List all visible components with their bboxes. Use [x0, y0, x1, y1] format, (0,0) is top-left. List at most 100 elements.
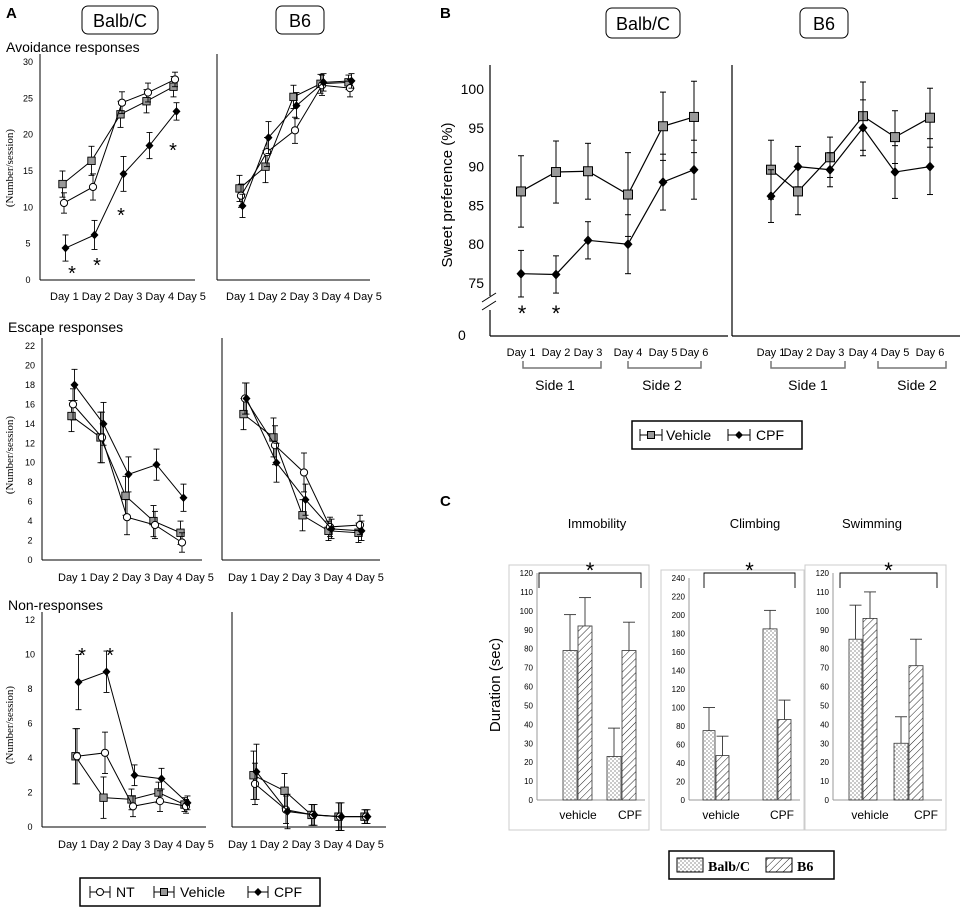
- x-tick-label: Day 2: [784, 347, 813, 359]
- side-bracket: [522, 361, 602, 369]
- data-point-cpf: [152, 460, 161, 469]
- bar-chart-frame: [660, 569, 805, 831]
- data-point-cpf: [283, 807, 292, 816]
- data-point-vehicle: [58, 179, 67, 189]
- significance-star: *: [884, 558, 893, 583]
- significance-bracket: [538, 572, 642, 588]
- data-point-nt: [155, 797, 165, 806]
- significance-star: *: [169, 140, 177, 162]
- data-point-nt: [250, 779, 260, 788]
- x-tick-label: Day 5: [649, 347, 678, 359]
- significance-star: *: [518, 301, 527, 326]
- y-tick-label: 120: [672, 685, 686, 694]
- strain-label-b-balb: Balb/C: [616, 14, 670, 34]
- data-point-nt: [68, 400, 78, 409]
- ylabel-escape: (Number/session): [4, 416, 16, 495]
- y-tick-label: 2: [27, 788, 32, 798]
- bar-b6: [577, 625, 593, 801]
- data-point-vehicle: [658, 121, 668, 132]
- xlabels-avoid-balb: Day 1 Day 2 Day 3 Day 4 Day 5: [50, 291, 206, 303]
- data-point-cpf: [102, 667, 111, 677]
- data-point-nt: [143, 88, 153, 97]
- significance-star: *: [117, 205, 125, 227]
- axis-break-zero: 0: [458, 327, 466, 343]
- subtitle-escape: Escape responses: [8, 319, 123, 335]
- x-tick-label: Day 4: [849, 347, 878, 359]
- data-point-cpf: [242, 394, 251, 403]
- xlabels-escape-b6: Day 1 Day 2 Day 3 Day 4 Day 5: [228, 572, 384, 584]
- x-tick-label: Day 1: [757, 347, 786, 359]
- legend-a-frame: [79, 877, 321, 907]
- bar-chart-title: Swimming: [842, 516, 902, 531]
- y-tick-label: 50: [820, 701, 829, 710]
- data-point-nt: [122, 513, 132, 522]
- data-point-nt: [59, 198, 69, 208]
- data-point-nt: [236, 191, 246, 200]
- data-point-cpf: [70, 380, 79, 390]
- y-tick-label: 30: [820, 739, 829, 748]
- y-tick-label: 30: [23, 57, 33, 67]
- bar-chart-frame: [804, 564, 947, 831]
- x-tick-label: Day 5: [881, 347, 910, 359]
- y-tick-label: 110: [520, 588, 533, 597]
- strain-box-b-b6: [799, 7, 849, 39]
- data-point-vehicle: [87, 156, 96, 165]
- data-point-vehicle: [235, 184, 244, 193]
- data-point-cpf: [272, 458, 281, 468]
- y-tick-label: 0: [825, 796, 830, 805]
- legend-c-b6-swatch: [765, 857, 793, 873]
- strain-box-b-balb: [605, 7, 681, 39]
- legend-c-b6-label: B6: [797, 860, 813, 875]
- y-tick-label: 0: [27, 822, 32, 832]
- legend-a-cpf-label: CPF: [274, 884, 302, 900]
- data-point-nt: [355, 520, 365, 530]
- data-point-nt: [177, 538, 187, 547]
- data-point-vehicle: [623, 189, 633, 200]
- y-tick-label: 95: [468, 120, 484, 136]
- data-point-nt: [270, 441, 280, 450]
- legend-c-balb-swatch: [676, 857, 704, 873]
- significance-star: *: [68, 263, 76, 285]
- data-point-cpf: [623, 239, 633, 250]
- y-tick-label: 6: [27, 719, 32, 729]
- xlabels-escape-balb: Day 1 Day 2 Day 3 Day 4 Day 5: [58, 572, 214, 584]
- y-tick-label: 10: [23, 202, 33, 212]
- x-tick-label: vehicle: [851, 808, 889, 822]
- data-point-cpf: [766, 191, 776, 202]
- data-point-cpf: [238, 201, 247, 211]
- data-point-cpf: [327, 524, 336, 534]
- x-tick-label: vehicle: [702, 808, 740, 822]
- data-point-nt: [150, 520, 160, 530]
- data-point-vehicle: [890, 132, 900, 143]
- data-point-vehicle: [116, 110, 125, 119]
- data-point-nt: [262, 148, 272, 157]
- data-point-nt: [97, 433, 107, 442]
- y-tick-label: 90: [524, 626, 533, 635]
- bar-balbc: [762, 628, 778, 801]
- y-tick-label: 2: [27, 536, 32, 546]
- x-tick-label: Day 4: [614, 347, 643, 359]
- side-label-b6-1: Side 1: [788, 377, 828, 393]
- data-point-vehicle: [689, 111, 699, 122]
- y-tick-label: 0: [529, 796, 534, 805]
- data-point-cpf: [689, 164, 699, 175]
- xlabels-non-balb: Day 1 Day 2 Day 3 Day 4 Day 5: [58, 839, 214, 851]
- significance-star: *: [586, 558, 595, 583]
- data-point-cpf: [301, 495, 310, 504]
- data-point-cpf: [310, 810, 319, 820]
- y-tick-label: 80: [468, 236, 484, 252]
- data-point-cpf: [119, 169, 128, 179]
- legend-b-cpf-label: CPF: [756, 427, 784, 443]
- data-point-nt: [299, 468, 309, 477]
- data-point-cpf: [825, 164, 835, 175]
- y-tick-label: 10: [820, 777, 829, 786]
- y-tick-label: 100: [672, 704, 686, 713]
- bar-balbc: [562, 650, 578, 801]
- y-tick-label: 40: [524, 720, 533, 729]
- side-label-balb-2: Side 2: [642, 377, 682, 393]
- bar-b6: [777, 719, 792, 801]
- data-point-cpf: [337, 812, 346, 821]
- data-point-vehicle: [516, 186, 526, 197]
- y-tick-label: 16: [25, 399, 35, 409]
